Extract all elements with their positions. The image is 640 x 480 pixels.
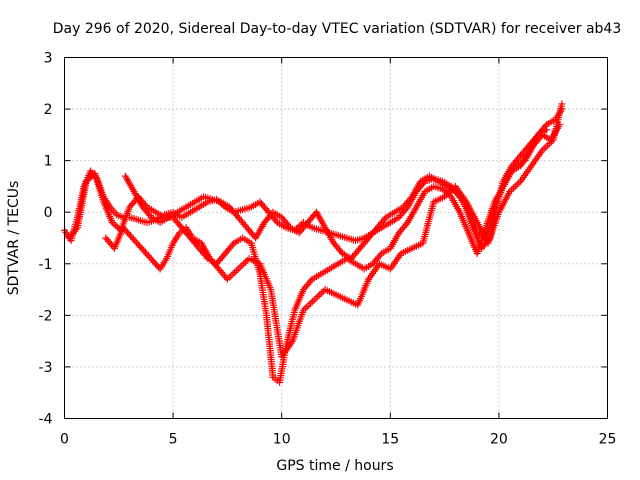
x-tick-label: 10 [273,432,291,448]
data-point [143,250,151,258]
data-point [307,299,315,307]
data-point [134,240,142,248]
data-point [303,303,311,311]
data-point [541,122,549,130]
data-point [125,230,133,238]
data-point [238,262,246,270]
data-point [153,262,161,270]
data-point [308,298,316,306]
data-point [150,258,158,266]
data-point [314,292,322,300]
data-point [511,164,519,172]
data-point [513,181,521,189]
y-tick-label: 2 [44,102,53,118]
data-point [128,234,136,242]
data-point [509,184,517,192]
data-point [310,296,318,304]
y-tick-label: -2 [39,308,53,324]
data-point [285,222,293,230]
data-point [146,212,154,220]
data-point [121,225,129,233]
data-point [540,145,548,153]
y-axis-label: SDTVAR / TECUs [6,181,22,296]
data-point [234,265,242,273]
data-point [137,243,145,251]
plot-frame [64,57,608,419]
data-point [141,248,149,256]
data-point [240,260,248,268]
data-point [119,224,127,232]
data-point [112,222,120,230]
data-point [231,268,239,276]
data-point [319,287,327,295]
x-tick-label: 25 [599,432,617,448]
data-point [544,141,552,149]
data-point [229,270,237,278]
data-point [515,179,523,187]
data-point [558,100,566,108]
data-point [543,126,551,134]
data-point [146,253,154,261]
y-tick-label: -1 [39,257,53,273]
y-tick-label: 0 [44,205,53,221]
data-point [127,232,135,240]
data-point [147,255,155,263]
y-tick-label: -4 [39,412,53,428]
data-point [307,277,315,285]
data-point [131,237,139,245]
data-point [132,239,140,247]
data-point [407,194,415,202]
data-point [402,220,410,228]
data-point [138,245,146,253]
data-point [144,252,152,260]
data-point [149,257,157,265]
data-point [305,301,313,309]
data-point [236,263,244,271]
y-tick-label: 3 [44,51,53,67]
data-point [272,217,280,225]
data-point [243,256,251,264]
data-point [511,182,519,190]
data-point [542,143,550,151]
data-point [312,294,320,302]
data-point [376,251,384,259]
data-point [129,235,137,243]
data-point [140,247,148,255]
data-point [152,260,160,268]
x-tick-label: 20 [490,432,508,448]
y-tick-label: 1 [44,154,53,170]
data-point [232,267,240,275]
data-point [135,242,143,250]
data-point [316,291,324,299]
x-tick-label: 15 [381,432,399,448]
y-tick-label: -3 [39,360,53,376]
chart-title: Day 296 of 2020, Sidereal Day-to-day VTE… [53,21,622,37]
points-layer [61,100,566,386]
data-point [122,227,130,235]
data-point [124,229,132,237]
data-point [381,215,389,223]
data-point [337,248,345,256]
data-point [228,241,236,249]
data-point [72,225,80,233]
ticks-layer: 0 5 10 15 20 25 -4 -3 -2 -1 0 1 2 3 [39,51,617,448]
data-point [227,272,235,280]
x-tick-label: 0 [60,432,69,448]
x-tick-label: 5 [169,432,178,448]
data-point [225,274,233,282]
x-axis-label: GPS time / hours [276,458,393,474]
